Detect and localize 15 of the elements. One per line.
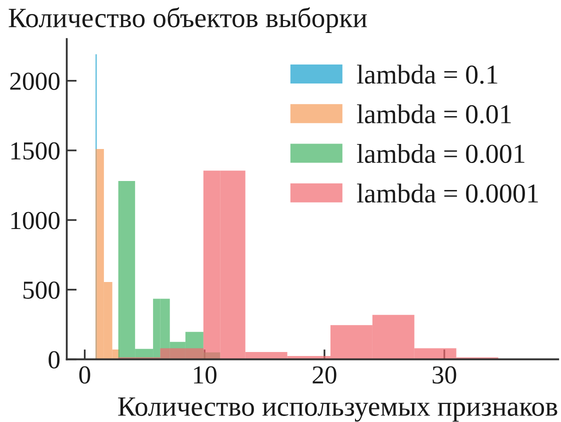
y-tick-label: 2000 (10, 72, 60, 90)
x-tick-label: 20 (312, 366, 336, 384)
y-tick-label: 0 (48, 351, 60, 368)
y-axis-title: Количество объектов выборки (8, 7, 367, 33)
legend-label: lambda = 0.1 (357, 64, 498, 84)
x-axis-title: Количество используемых признаков (118, 397, 558, 422)
legend-label: lambda = 0.01 (357, 104, 511, 124)
y-tick-label: 1000 (11, 212, 60, 230)
y-tick-label: 1500 (11, 142, 60, 160)
x-tick-label: 0 (79, 366, 90, 384)
x-tick-label: 10 (194, 366, 216, 384)
legend-label: lambda = 0.001 (357, 144, 524, 164)
x-tick-label: 30 (432, 366, 456, 384)
y-tick-label: 500 (23, 281, 60, 299)
legend-label: lambda = 0.0001 (357, 184, 538, 203)
